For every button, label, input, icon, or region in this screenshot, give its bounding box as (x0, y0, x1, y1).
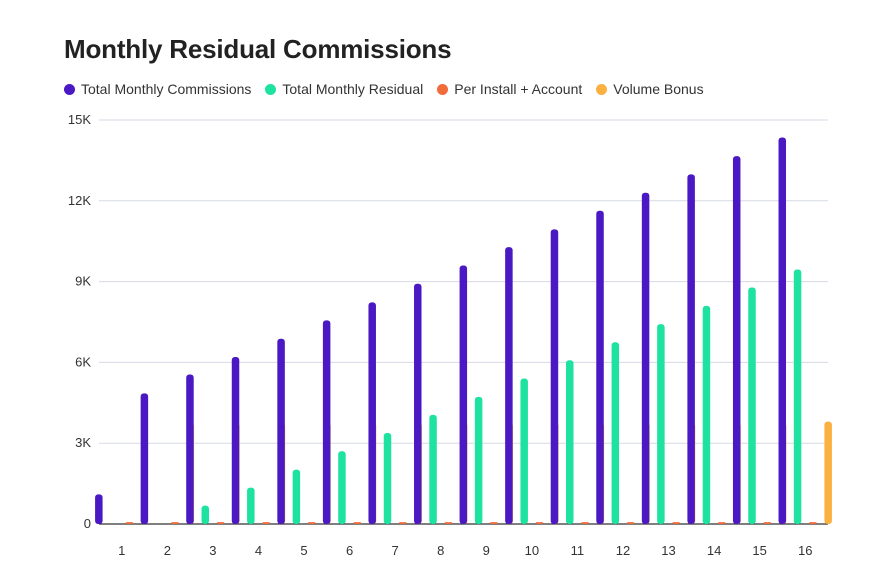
legend-label-volume-bonus: Volume Bonus (613, 81, 704, 97)
bar-per-install-account-12[interactable] (626, 522, 635, 524)
bar-per-install-account-11[interactable] (581, 522, 589, 524)
bar-per-install-account-9[interactable] (490, 522, 498, 524)
bar-total-monthly-commissions-8[interactable] (414, 283, 422, 524)
x-tick-label: 14 (707, 543, 721, 558)
bar-per-install-account-10[interactable] (535, 522, 544, 524)
bar-total-monthly-residual-3[interactable] (201, 505, 210, 524)
bar-total-monthly-commissions-10[interactable] (505, 247, 513, 524)
bar-total-monthly-residual-6[interactable] (338, 451, 346, 524)
bar-total-monthly-commissions-14[interactable] (687, 174, 695, 524)
bar-total-monthly-residual-8[interactable] (429, 414, 437, 524)
x-tick-label: 12 (616, 543, 630, 558)
bar-per-install-account-6[interactable] (353, 522, 361, 524)
bar-per-install-account-15[interactable] (763, 522, 772, 524)
bar-total-monthly-commissions-12[interactable] (596, 210, 604, 525)
legend-item-volume-bonus[interactable]: Volume Bonus (596, 81, 704, 97)
y-tick-label: 12K (68, 193, 91, 208)
x-tick-label: 8 (437, 543, 444, 558)
bar-total-monthly-commissions-6[interactable] (322, 320, 331, 524)
bar-total-monthly-commissions-9[interactable] (459, 265, 468, 524)
x-tick-label: 11 (571, 543, 585, 558)
legend-swatch-total-monthly-residual (265, 83, 277, 95)
y-tick-label: 3K (75, 435, 91, 450)
bar-per-install-account-8[interactable] (444, 522, 453, 524)
bar-total-monthly-commissions-2[interactable] (140, 393, 149, 524)
legend-item-per-install-account[interactable]: Per Install + Account (437, 81, 582, 97)
legend-label-total-monthly-commissions: Total Monthly Commissions (81, 81, 252, 97)
bar-total-monthly-commissions-13[interactable] (641, 192, 650, 524)
x-tick-label: 9 (483, 543, 490, 558)
bar-total-monthly-commissions-15[interactable] (732, 156, 741, 524)
x-tick-label: 15 (752, 543, 766, 558)
bar-total-monthly-commissions-5[interactable] (277, 338, 285, 524)
legend: Total Monthly Commissions Total Monthly … (64, 81, 718, 97)
bar-per-install-account-13[interactable] (672, 522, 680, 524)
legend-swatch-total-monthly-commissions (64, 83, 75, 95)
bar-total-monthly-commissions-16[interactable] (778, 137, 787, 525)
legend-label-total-monthly-residual: Total Monthly Residual (282, 81, 424, 97)
bar-total-monthly-residual-4[interactable] (247, 487, 255, 524)
x-tick-label: 5 (300, 543, 307, 558)
x-tick-label: 2 (164, 543, 171, 558)
x-tick-label: 10 (525, 543, 539, 558)
bar-total-monthly-residual-11[interactable] (566, 360, 574, 524)
legend-label-per-install-account: Per Install + Account (454, 81, 583, 97)
bar-total-monthly-residual-13[interactable] (657, 324, 665, 524)
bar-per-install-account-4[interactable] (262, 522, 270, 524)
x-tick-label: 1 (118, 543, 125, 558)
bar-total-monthly-residual-12[interactable] (611, 342, 620, 524)
bar-total-monthly-residual-7[interactable] (383, 432, 392, 524)
y-tick-label: 15K (68, 112, 91, 127)
bar-total-monthly-residual-10[interactable] (520, 378, 528, 524)
bar-per-install-account-2[interactable] (171, 522, 179, 524)
bar-per-install-account-3[interactable] (216, 522, 225, 524)
bar-total-monthly-residual-5[interactable] (292, 469, 301, 524)
x-tick-label: 4 (255, 543, 262, 558)
y-tick-label: 0 (84, 516, 91, 531)
bar-total-monthly-commissions-7[interactable] (368, 302, 376, 524)
x-tick-label: 7 (392, 543, 399, 558)
bar-total-monthly-commissions-4[interactable] (231, 357, 240, 524)
x-tick-label: 6 (346, 543, 353, 558)
x-tick-label: 13 (661, 543, 675, 558)
bar-per-install-account-14[interactable] (717, 522, 726, 524)
bar-total-monthly-commissions-11[interactable] (550, 229, 559, 524)
x-tick-label: 3 (209, 543, 216, 558)
bar-per-install-account-1[interactable] (125, 522, 134, 524)
chart-title: Monthly Residual Commissions (64, 34, 452, 64)
bar-total-monthly-residual-16[interactable] (793, 269, 802, 524)
legend-item-total-monthly-residual[interactable]: Total Monthly Residual (265, 81, 423, 97)
legend-swatch-per-install-account (437, 83, 449, 95)
bar-total-monthly-commissions-1[interactable] (95, 494, 103, 524)
bar-total-monthly-residual-15[interactable] (748, 287, 756, 524)
bar-per-install-account-7[interactable] (399, 522, 407, 524)
bar-per-install-account-16[interactable] (809, 522, 817, 524)
legend-item-total-monthly-commissions[interactable]: Total Monthly Commissions (64, 81, 251, 97)
bar-total-monthly-residual-9[interactable] (474, 396, 483, 524)
bar-total-monthly-commissions-3[interactable] (186, 374, 194, 524)
bar-total-monthly-residual-14[interactable] (702, 305, 711, 524)
x-tick-label: 16 (798, 543, 812, 558)
legend-swatch-volume-bonus (596, 83, 608, 95)
y-tick-label: 9K (75, 274, 91, 289)
bar-volume-bonus-16[interactable] (824, 421, 832, 524)
y-tick-label: 6K (75, 354, 91, 369)
bar-per-install-account-5[interactable] (307, 522, 316, 524)
